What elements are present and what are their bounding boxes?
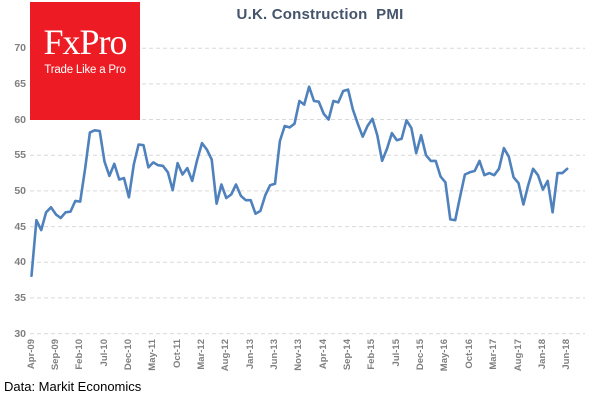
x-axis-label: Oct-16 — [463, 339, 475, 369]
x-axis-label: Jun-18 — [561, 339, 573, 370]
x-axis-label: Sep-09 — [49, 339, 61, 371]
y-axis-label: 65 — [14, 77, 26, 90]
y-axis-label: 50 — [14, 184, 26, 197]
fxpro-brand-text: FxPro — [43, 22, 127, 62]
y-axis-label: 60 — [14, 113, 26, 126]
x-axis-label: Sep-14 — [342, 339, 354, 371]
x-axis-label: Aug-17 — [512, 339, 524, 372]
x-axis-label: Nov-13 — [293, 339, 305, 371]
y-axis-label: 30 — [14, 327, 26, 340]
x-axis-label: Mar-17 — [488, 339, 500, 370]
y-axis-label: 55 — [14, 149, 26, 162]
x-axis-label: Jun-13 — [269, 339, 280, 370]
x-axis-label: Oct-11 — [171, 339, 183, 369]
pmi-series-line — [30, 85, 569, 278]
x-axis-label: May-16 — [439, 339, 451, 372]
x-axis-label: Apr-09 — [25, 339, 37, 370]
y-axis-label: 35 — [14, 291, 26, 304]
y-axis-label: 70 — [14, 42, 26, 55]
fxpro-tagline: Trade Like a Pro — [44, 64, 126, 76]
x-axis-label: Apr-14 — [317, 339, 329, 370]
x-axis-label: Mar-12 — [195, 339, 207, 370]
x-axis-label: Jan-13 — [244, 339, 256, 370]
x-axis-label: Dec-15 — [415, 339, 427, 371]
x-axis-label: May-11 — [147, 339, 159, 371]
x-axis-label: Dec-10 — [122, 339, 134, 371]
x-axis-label: Aug-12 — [220, 339, 232, 372]
y-axis-label: 40 — [14, 256, 26, 269]
x-axis-label: Jan-18 — [536, 339, 548, 370]
fxpro-logo: FxPro Trade Like a Pro — [30, 2, 140, 120]
x-axis-label: Feb-10 — [74, 339, 86, 370]
x-axis-label: Jul-10 — [98, 339, 110, 367]
x-axis-label: Jul-15 — [390, 339, 402, 367]
y-axis-label: 45 — [14, 220, 26, 233]
x-axis-label: Feb-15 — [366, 339, 378, 370]
chart-title: U.K. Construction PMI — [236, 6, 404, 23]
data-source-note: Data: Markit Economics — [4, 379, 142, 394]
